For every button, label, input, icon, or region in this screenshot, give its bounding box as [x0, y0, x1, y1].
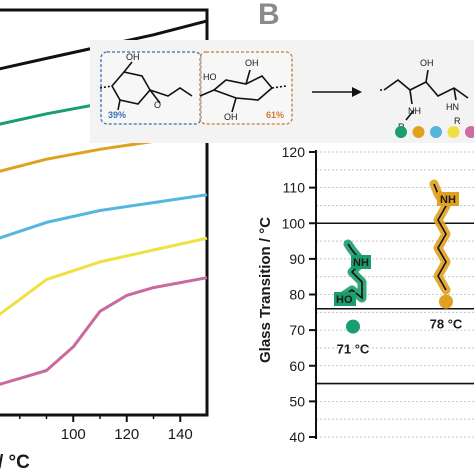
product-color-dot [412, 126, 425, 138]
panel-b-point [346, 319, 360, 334]
green-structure: NH HO [334, 239, 371, 306]
right-ho-label: HO [203, 72, 217, 82]
panel-a-x-tick-label: 120 [114, 426, 139, 443]
svg-text:HO: HO [336, 294, 353, 306]
panel-b-label: B [258, 0, 280, 31]
product-color-dot [465, 126, 474, 138]
panel-a-plot-frame [0, 8, 209, 417]
orange-structure: NH [429, 179, 459, 295]
panel-a-series-line [0, 276, 208, 386]
panel-b-points: 71 °C 78 °C [337, 294, 463, 357]
product-nh: NH [408, 106, 421, 116]
left-o-label: O [154, 100, 161, 110]
panel-b-glass-transition-chart: 40 50 60 70 80 90 100 110 120 Glass Transition /… [257, 144, 474, 445]
product-color-dot [395, 126, 407, 138]
panel-b-reference-lines [316, 222, 474, 385]
right-sugar-ring [199, 69, 287, 113]
right-unit-box [199, 51, 293, 125]
panel-b-y-tick-label: 80 [289, 287, 305, 303]
panel-a-x-tick-label: 100 [61, 426, 86, 443]
product-oh: OH [420, 58, 434, 68]
left-oh-top: OH [126, 52, 140, 62]
svg-text:NH: NH [353, 257, 369, 269]
reaction-arrow [312, 87, 362, 97]
panel-b-y-tick-label: 90 [289, 251, 305, 267]
product-hn: HN [446, 102, 459, 112]
panel-b-y-tick-label: 60 [289, 358, 305, 374]
panel-a-x-ticks: 100 120 140 [19, 415, 193, 443]
panel-a-x-axis-label: / °C [0, 452, 30, 473]
svg-text:NH: NH [440, 194, 456, 206]
left-unit-percent: 39% [108, 110, 126, 120]
panel-b-y-tick-label: 110 [283, 180, 306, 196]
panel-b-y-tick-label: 50 [289, 393, 305, 409]
panel-b-y-axis-label: Glass Transition / °C [257, 217, 274, 363]
reaction-scheme: OH O 39% OH HO OH 61% OH NH [90, 40, 474, 143]
product-r2: R [454, 116, 461, 126]
panel-b-point-label: 71 °C [337, 342, 370, 357]
right-oh-bottom: OH [224, 112, 238, 122]
panel-b-y-tick-label: 70 [289, 322, 305, 338]
panel-a-line-chart: 100 120 140 / °C [0, 8, 209, 473]
panel-b-y-tick-label: 40 [289, 429, 305, 445]
panel-b-y-ticks: 40 50 60 70 80 90 100 110 120 [282, 144, 316, 445]
panel-b-y-tick-label: 120 [282, 144, 306, 160]
panel-a-series-line [0, 236, 208, 316]
product-color-dot [447, 126, 460, 138]
panel-a-x-tick-label: 140 [168, 426, 193, 443]
left-sugar-ring [99, 61, 193, 111]
panel-b-point-label: 78 °C [430, 317, 463, 332]
panel-b-y-tick-label: 100 [282, 215, 306, 231]
panel-a-series-line [0, 193, 208, 240]
product-color-dots [395, 126, 474, 138]
panel-a-series-group [0, 19, 208, 386]
right-unit-percent: 61% [266, 110, 284, 120]
product-color-dot [430, 126, 442, 138]
product-structure [380, 69, 469, 121]
panel-b-point [439, 294, 453, 309]
right-oh-top: OH [245, 58, 259, 68]
